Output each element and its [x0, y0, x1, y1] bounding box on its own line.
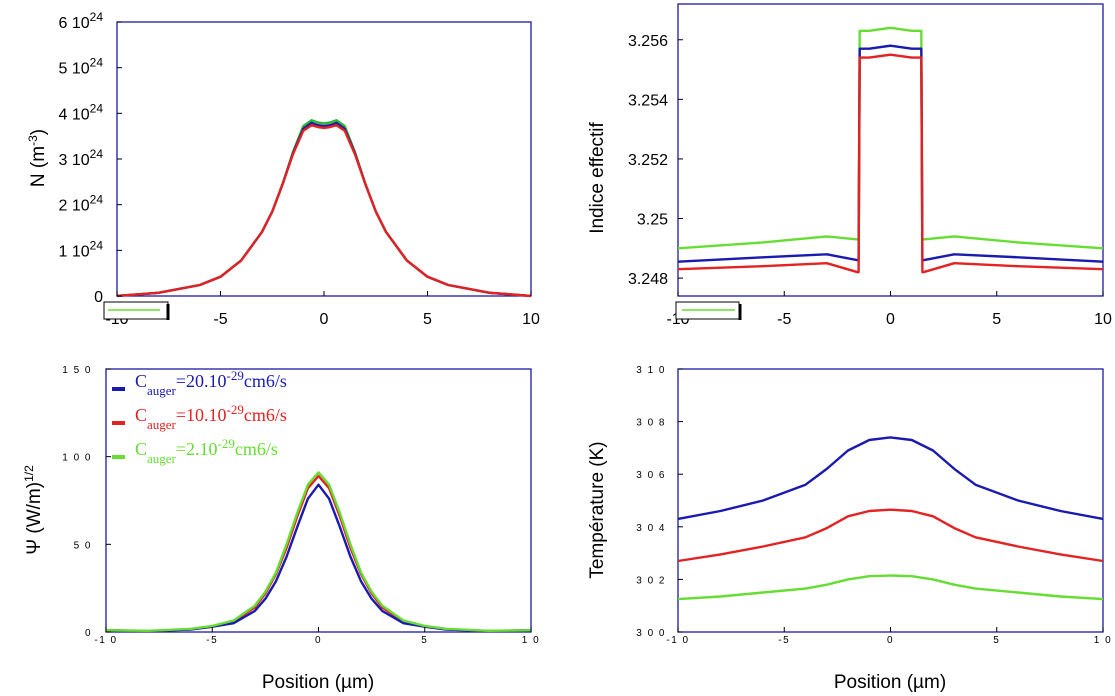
y-tick-label: 0 [85, 628, 92, 639]
y-axis-label: Ψ (W/m)1/2 [22, 465, 45, 555]
y-tick-label: 3 0 8 [636, 418, 666, 429]
series-line-3 [677, 53, 1104, 274]
legend-entry: Cauger=20.10-29cm6/s [135, 368, 287, 398]
y-tick-label: 0 [94, 289, 103, 306]
x-tick-labels: -1 0 -5 0 5 1 0 [94, 627, 540, 646]
x-tick-label: 1 0 [522, 635, 540, 646]
y-tick-label: 3.25 [637, 212, 668, 229]
x-tick-label: -5 [213, 311, 227, 328]
y-tick-label: 4 1024 [59, 101, 104, 123]
x-tick-label: 10 [1094, 311, 1112, 328]
x-tick-labels: -1 0 -5 0 5 1 0 [666, 627, 1112, 646]
y-tick-label: 5 0 [74, 540, 92, 551]
y-tick-label: 1 0 0 [62, 453, 92, 464]
y-tick-label: 2 1024 [59, 193, 104, 215]
legend: Cauger=20.10-29cm6/s Cauger=10.10-29cm6/s… [112, 368, 287, 466]
x-tick-label: -1 0 [94, 635, 117, 646]
x-axis-label: Position (µm) [834, 672, 946, 693]
y-tick-label: 3 1024 [59, 147, 104, 169]
series-line-1 [677, 436, 1104, 521]
y-axis-label: Indice effectif [587, 121, 608, 233]
x-tick-label: -5 [206, 635, 218, 646]
y-tick-labels: 0 1 1024 2 1024 3 1024 4 1024 5 1024 6 1024 [59, 10, 122, 306]
series-line-2 [677, 508, 1104, 563]
y-tick-label: 3.256 [628, 33, 668, 50]
panel-field-profile: 05 01 0 01 5 0 -1 0 -5 0 5 1 0 Cauger=20.10-… [22, 365, 540, 693]
x-tick-label: 10 [522, 311, 540, 328]
y-tick-label: 6 1024 [59, 10, 104, 32]
x-tick-label: 1 0 [1094, 635, 1112, 646]
y-tick-label: 3.254 [628, 92, 668, 109]
y-tick-label: 5 1024 [59, 56, 104, 78]
x-tick-label: 0 [887, 635, 894, 646]
series-line-3 [116, 124, 532, 298]
series-line-2 [105, 483, 532, 633]
y-tick-label: 1 1024 [59, 238, 104, 260]
y-tick-label: 3 0 2 [636, 575, 666, 586]
x-tick-label: 0 [315, 635, 322, 646]
y-tick-labels: 3.248 3.25 3.252 3.254 3.256 [628, 33, 683, 288]
x-tick-label: 0 [886, 311, 895, 328]
series-line-1 [677, 26, 1104, 250]
x-tick-label: -5 [777, 311, 791, 328]
legend-entry: Cauger=2.10-29cm6/s [135, 436, 278, 466]
plot-curves [677, 436, 1104, 601]
x-tick-label: 5 [992, 311, 1001, 328]
y-tick-label: 3.248 [628, 271, 668, 288]
y-tick-label: 3 1 0 [636, 365, 666, 376]
series-line-3 [105, 471, 532, 632]
x-tick-label: 5 [993, 635, 1000, 646]
plot-curves [116, 119, 532, 298]
x-tick-label: 5 [421, 635, 428, 646]
y-tick-label: 3 0 0 [636, 628, 666, 639]
series-line-2 [677, 44, 1104, 263]
y-tick-label: 1 5 0 [62, 365, 92, 376]
y-tick-label: 3 0 4 [636, 523, 666, 534]
y-axis-label: N (m-3) [26, 129, 49, 187]
x-tick-label: -1 0 [666, 635, 689, 646]
x-tick-label: 5 [423, 311, 432, 328]
y-tick-label: 3.252 [628, 152, 668, 169]
legend-entry: Cauger=10.10-29cm6/s [135, 402, 287, 432]
y-tick-label: 3 0 6 [636, 470, 666, 481]
series-line-3 [677, 574, 1104, 601]
x-tick-label: 0 [320, 311, 329, 328]
y-tick-labels: 0 5 0 1 0 0 1 5 0 [62, 365, 111, 639]
y-tick-labels: 3 0 0 3 0 2 3 0 4 3 0 6 3 0 8 3 1 0 [636, 365, 683, 639]
panel-temperature: 3 0 0 3 0 2 3 0 4 3 0 6 3 0 8 3 1 0 -1 0 -5 0 5 1… [587, 365, 1112, 693]
y-axis-label: Température (K) [587, 441, 608, 578]
plot-curves [677, 26, 1104, 274]
x-axis-label: Position (µm) [262, 672, 374, 693]
x-tick-label: -5 [778, 635, 790, 646]
plot-curves [105, 471, 532, 633]
